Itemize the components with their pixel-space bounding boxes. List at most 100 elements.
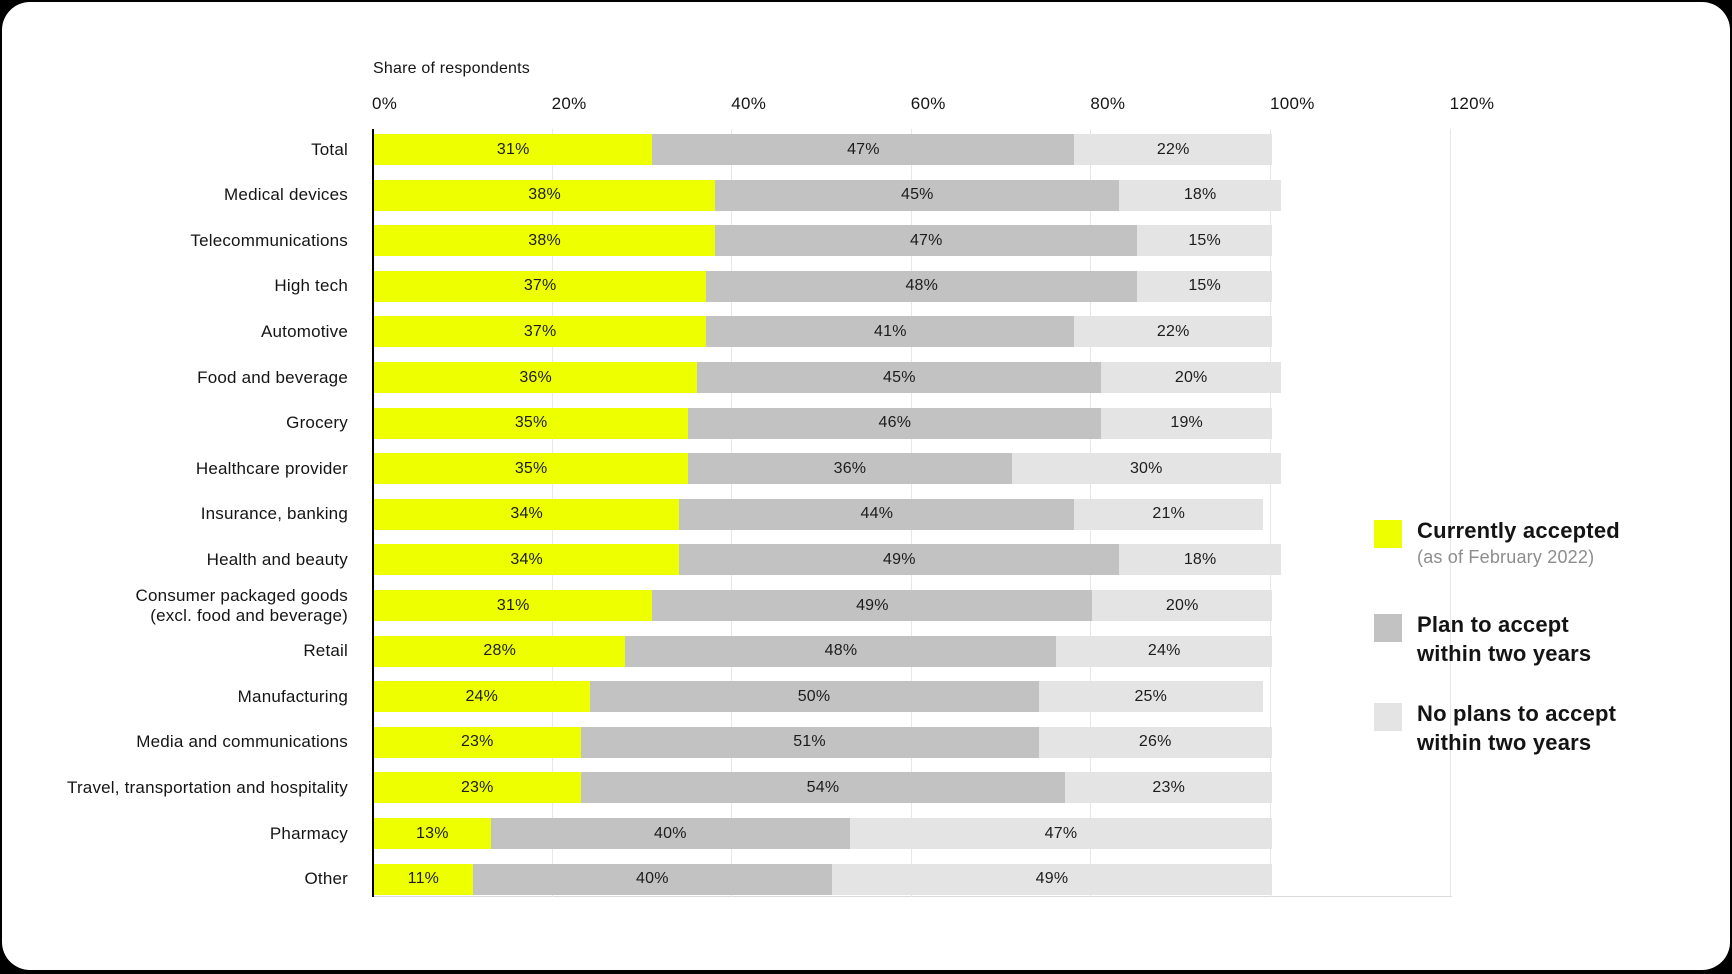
bar-value-label: 36% — [833, 459, 867, 477]
legend-text-block: Currently accepted (as of February 2022) — [1417, 516, 1620, 569]
gridline — [1449, 129, 1451, 897]
bar-value-label: 26% — [1138, 733, 1172, 751]
category-label: Travel, transportation and hospitality — [66, 777, 348, 797]
bar-value-label: 47% — [909, 231, 943, 249]
bar-segment-no-plans-to-accept: 22% — [1074, 316, 1272, 348]
bar-value-label: 15% — [1188, 277, 1221, 295]
bar-value-label: 49% — [883, 550, 916, 568]
bar-segment-no-plans-to-accept: 20% — [1101, 362, 1281, 393]
bar-value-label: 48% — [905, 277, 939, 295]
x-axis-tick-label: 80% — [1090, 94, 1126, 113]
legend-swatch-yellow — [1374, 520, 1402, 548]
bar-segment-no-plans-to-accept: 25% — [1038, 681, 1264, 713]
bar-value-label: 48% — [824, 642, 858, 660]
bar-value-label: 54% — [806, 778, 840, 796]
bar-value-label: 18% — [1183, 550, 1217, 568]
bar-value-label: 35% — [514, 414, 548, 432]
bar-row: 28% 48% 24% — [374, 635, 1272, 667]
bar-value-label: 23% — [1152, 778, 1186, 796]
bar-value-label: 31% — [496, 596, 530, 614]
bar-segment-plan-to-accept: 46% — [688, 407, 1102, 439]
bar-segment-plan-to-accept: 49% — [652, 590, 1093, 621]
x-axis-tick-label: 120% — [1449, 94, 1495, 113]
category-label: Healthcare provider — [195, 458, 348, 478]
bar-value-label: 47% — [847, 140, 880, 158]
category-label: Manufacturing — [237, 686, 348, 706]
category-label: Food and beverage — [197, 367, 348, 387]
legend-swatch-lightgray — [1374, 703, 1402, 731]
bar-value-label: 44% — [860, 505, 894, 523]
y-axis-line — [372, 129, 374, 897]
bar-value-label: 20% — [1174, 368, 1208, 386]
bar-value-label: 23% — [460, 778, 494, 796]
bar-value-label: 51% — [793, 733, 826, 751]
bar-segment-currently-accepted: 37% — [374, 316, 707, 348]
bar-value-label: 23% — [460, 733, 494, 751]
bar-value-label: 41% — [874, 322, 907, 340]
bar-value-label: 28% — [483, 642, 517, 660]
category-label: High tech — [274, 276, 348, 296]
bar-value-label: 38% — [528, 231, 561, 249]
bar-segment-plan-to-accept: 48% — [625, 635, 1057, 667]
bar-value-label: 49% — [1035, 870, 1069, 888]
bar-segment-plan-to-accept: 40% — [490, 818, 850, 849]
bar-value-label: 18% — [1183, 186, 1217, 204]
bar-segment-currently-accepted: 34% — [374, 544, 680, 576]
bar-row: 37% 41% 22% — [374, 316, 1272, 348]
bar-row: 23% 51% 26% — [374, 726, 1272, 758]
bar-value-label: 13% — [416, 824, 449, 842]
bar-row: 35% 46% 19% — [374, 407, 1272, 439]
bar-segment-no-plans-to-accept: 18% — [1119, 179, 1281, 211]
bar-value-label: 22% — [1156, 322, 1190, 340]
bar-value-label: 11% — [407, 870, 440, 888]
legend-sublabel: (as of February 2022) — [1417, 547, 1595, 567]
gridline — [1270, 129, 1271, 897]
bar-segment-plan-to-accept: 36% — [688, 453, 1012, 485]
legend-item-plan-to-accept: Plan to accept within two years — [1374, 610, 1591, 668]
bar-segment-currently-accepted: 31% — [374, 134, 653, 165]
category-label: Health and beauty — [206, 549, 348, 569]
bar-row: 37% 48% 15% — [374, 270, 1272, 302]
category-label: Insurance, banking — [200, 504, 348, 524]
category-label: Total — [311, 139, 348, 159]
bar-value-label: 21% — [1152, 505, 1186, 523]
category-label: Automotive — [260, 321, 348, 341]
bar-segment-no-plans-to-accept: 20% — [1092, 590, 1272, 621]
bar-segment-plan-to-accept: 44% — [679, 498, 1075, 530]
bar-segment-plan-to-accept: 41% — [706, 316, 1075, 348]
bar-value-label: 25% — [1134, 687, 1168, 705]
bar-segment-plan-to-accept: 54% — [580, 772, 1066, 804]
bar-value-label: 34% — [510, 550, 543, 568]
bar-segment-plan-to-accept: 47% — [652, 134, 1075, 165]
legend-item-no-plans: No plans to accept within two years — [1374, 699, 1616, 757]
bar-row: 34% 44% 21% — [374, 498, 1263, 530]
bar-value-label: 35% — [514, 459, 548, 477]
bar-row: 11% 40% 49% — [374, 863, 1272, 895]
bar-value-label: 20% — [1165, 596, 1199, 614]
bar-segment-plan-to-accept: 45% — [715, 179, 1120, 211]
category-label: Telecommunications — [190, 230, 348, 250]
bar-row: 23% 54% 23% — [374, 772, 1272, 804]
category-label: Consumer packaged goods (excl. food and … — [135, 585, 348, 625]
bar-segment-no-plans-to-accept: 26% — [1038, 726, 1272, 758]
bar-segment-plan-to-accept: 50% — [589, 681, 1039, 713]
bar-segment-currently-accepted: 23% — [374, 772, 581, 804]
legend-label: Currently accepted — [1417, 518, 1620, 543]
plot-area: 31% 47% 22% 38% 45% 18% 38% 47% 15% 37% 48% 15% 37% 4… — [372, 129, 1552, 897]
bar-row: 36% 45% 20% — [374, 362, 1281, 393]
category-label: Grocery — [286, 413, 348, 433]
bar-segment-no-plans-to-accept: 18% — [1119, 544, 1281, 576]
legend-text-block: No plans to accept within two years — [1417, 699, 1616, 757]
chart-title: Share of respondents — [373, 60, 530, 77]
category-label: Retail — [303, 641, 348, 661]
bar-segment-no-plans-to-accept: 49% — [831, 863, 1272, 895]
bar-value-label: 37% — [523, 322, 557, 340]
legend-label: Plan to accept within two years — [1417, 612, 1592, 666]
bar-value-label: 45% — [883, 368, 916, 386]
bar-segment-currently-accepted: 28% — [374, 635, 626, 667]
bar-value-label: 31% — [496, 140, 530, 158]
bar-segment-no-plans-to-accept: 23% — [1065, 772, 1272, 804]
bar-segment-plan-to-accept: 40% — [472, 863, 832, 895]
bar-value-label: 38% — [528, 186, 561, 204]
